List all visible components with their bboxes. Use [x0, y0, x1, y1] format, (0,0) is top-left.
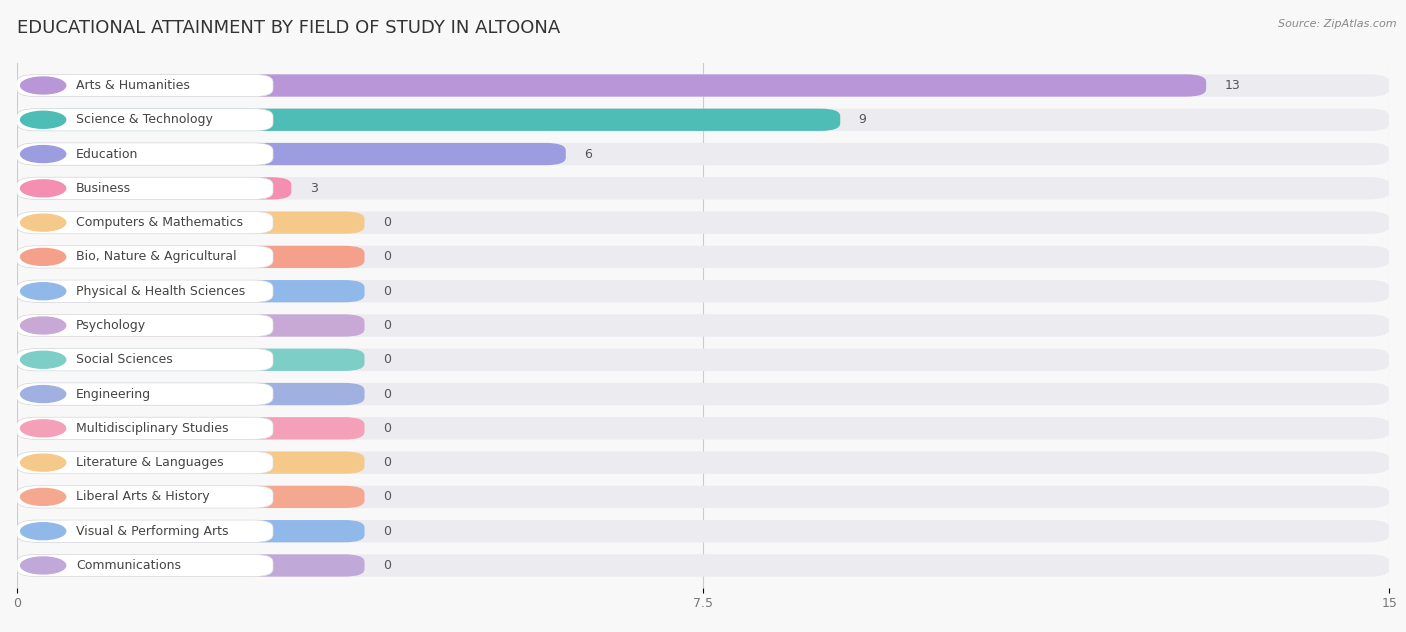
Text: Visual & Performing Arts: Visual & Performing Arts — [76, 525, 228, 538]
Text: EDUCATIONAL ATTAINMENT BY FIELD OF STUDY IN ALTOONA: EDUCATIONAL ATTAINMENT BY FIELD OF STUDY… — [17, 19, 560, 37]
FancyBboxPatch shape — [17, 383, 273, 405]
Text: 3: 3 — [309, 182, 318, 195]
FancyBboxPatch shape — [17, 143, 273, 165]
Text: Computers & Mathematics: Computers & Mathematics — [76, 216, 243, 229]
Circle shape — [21, 489, 66, 506]
Text: 0: 0 — [382, 353, 391, 367]
FancyBboxPatch shape — [17, 75, 1389, 97]
Circle shape — [21, 111, 66, 128]
FancyBboxPatch shape — [17, 177, 291, 200]
Text: 0: 0 — [382, 456, 391, 469]
Text: Social Sciences: Social Sciences — [76, 353, 173, 367]
FancyBboxPatch shape — [17, 383, 1389, 405]
FancyBboxPatch shape — [17, 177, 273, 200]
FancyBboxPatch shape — [17, 314, 364, 337]
FancyBboxPatch shape — [17, 520, 273, 542]
FancyBboxPatch shape — [17, 280, 1389, 302]
Circle shape — [21, 386, 66, 403]
Text: 0: 0 — [382, 559, 391, 572]
FancyBboxPatch shape — [17, 246, 1389, 268]
Text: 0: 0 — [382, 284, 391, 298]
Circle shape — [21, 214, 66, 231]
Text: Science & Technology: Science & Technology — [76, 113, 212, 126]
Circle shape — [21, 420, 66, 437]
FancyBboxPatch shape — [17, 417, 1389, 439]
FancyBboxPatch shape — [17, 246, 273, 268]
Circle shape — [21, 523, 66, 540]
Circle shape — [21, 248, 66, 265]
FancyBboxPatch shape — [17, 520, 1389, 542]
FancyBboxPatch shape — [17, 212, 273, 234]
FancyBboxPatch shape — [17, 143, 565, 165]
Text: 0: 0 — [382, 387, 391, 401]
FancyBboxPatch shape — [17, 143, 1389, 165]
Text: Literature & Languages: Literature & Languages — [76, 456, 224, 469]
Text: 0: 0 — [382, 319, 391, 332]
FancyBboxPatch shape — [17, 451, 273, 474]
FancyBboxPatch shape — [17, 314, 273, 337]
FancyBboxPatch shape — [17, 554, 364, 576]
FancyBboxPatch shape — [17, 349, 273, 371]
Text: Liberal Arts & History: Liberal Arts & History — [76, 490, 209, 504]
Circle shape — [21, 557, 66, 574]
Text: 0: 0 — [382, 490, 391, 504]
Circle shape — [21, 180, 66, 197]
FancyBboxPatch shape — [17, 280, 364, 302]
Circle shape — [21, 145, 66, 162]
Text: Engineering: Engineering — [76, 387, 150, 401]
Text: 13: 13 — [1225, 79, 1240, 92]
Circle shape — [21, 351, 66, 368]
FancyBboxPatch shape — [17, 109, 273, 131]
Text: 0: 0 — [382, 216, 391, 229]
FancyBboxPatch shape — [17, 177, 1389, 200]
Text: 0: 0 — [382, 422, 391, 435]
FancyBboxPatch shape — [17, 554, 273, 576]
Text: Arts & Humanities: Arts & Humanities — [76, 79, 190, 92]
FancyBboxPatch shape — [17, 451, 1389, 474]
FancyBboxPatch shape — [17, 314, 1389, 337]
FancyBboxPatch shape — [17, 417, 364, 439]
FancyBboxPatch shape — [17, 246, 364, 268]
FancyBboxPatch shape — [17, 109, 841, 131]
FancyBboxPatch shape — [17, 75, 273, 97]
Text: Multidisciplinary Studies: Multidisciplinary Studies — [76, 422, 228, 435]
Text: Business: Business — [76, 182, 131, 195]
Text: Psychology: Psychology — [76, 319, 146, 332]
Circle shape — [21, 77, 66, 94]
Circle shape — [21, 283, 66, 300]
FancyBboxPatch shape — [17, 349, 1389, 371]
FancyBboxPatch shape — [17, 349, 364, 371]
FancyBboxPatch shape — [17, 109, 1389, 131]
FancyBboxPatch shape — [17, 486, 1389, 508]
Circle shape — [21, 317, 66, 334]
FancyBboxPatch shape — [17, 280, 273, 302]
Text: 9: 9 — [859, 113, 866, 126]
Text: 6: 6 — [583, 147, 592, 161]
FancyBboxPatch shape — [17, 486, 364, 508]
Circle shape — [21, 454, 66, 471]
FancyBboxPatch shape — [17, 212, 1389, 234]
Text: Source: ZipAtlas.com: Source: ZipAtlas.com — [1278, 19, 1396, 29]
FancyBboxPatch shape — [17, 554, 1389, 576]
Text: Physical & Health Sciences: Physical & Health Sciences — [76, 284, 245, 298]
FancyBboxPatch shape — [17, 75, 1206, 97]
Text: Bio, Nature & Agricultural: Bio, Nature & Agricultural — [76, 250, 236, 264]
Text: Education: Education — [76, 147, 138, 161]
FancyBboxPatch shape — [17, 417, 273, 439]
FancyBboxPatch shape — [17, 486, 273, 508]
FancyBboxPatch shape — [17, 520, 364, 542]
Text: 0: 0 — [382, 525, 391, 538]
FancyBboxPatch shape — [17, 451, 364, 474]
FancyBboxPatch shape — [17, 212, 364, 234]
Text: 0: 0 — [382, 250, 391, 264]
Text: Communications: Communications — [76, 559, 181, 572]
FancyBboxPatch shape — [17, 383, 364, 405]
